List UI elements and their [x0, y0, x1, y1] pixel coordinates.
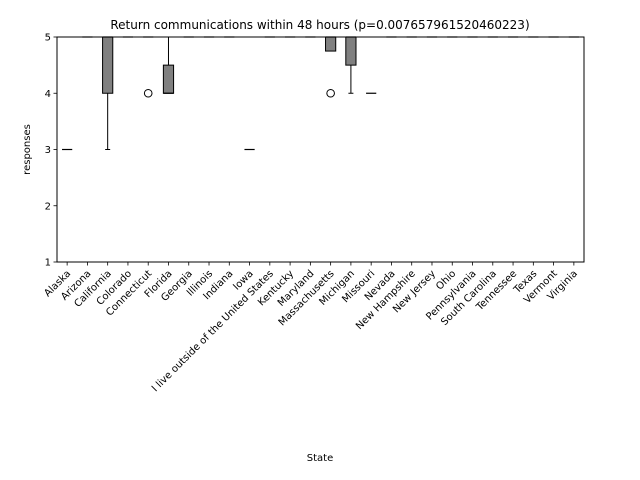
x-axis-label: State — [307, 453, 333, 464]
y-tick-label: 3 — [45, 145, 51, 156]
y-axis-label: responses — [22, 124, 33, 175]
outlier-point — [326, 88, 335, 98]
y-tick-label: 5 — [45, 33, 51, 44]
y-tick-label: 1 — [45, 258, 51, 269]
plot-area — [62, 36, 579, 151]
y-tick-label: 4 — [45, 89, 51, 100]
box-body — [162, 64, 175, 94]
box-body — [325, 36, 337, 52]
box-connecticut — [143, 36, 154, 98]
chart-title: Return communications within 48 hours (p… — [110, 18, 529, 32]
box-florida — [162, 36, 175, 94]
box-body — [102, 36, 114, 94]
y-axis-ticks: 1 2 3 4 5 — [45, 33, 57, 269]
box-massachusetts — [325, 36, 337, 98]
box-body — [345, 36, 357, 66]
x-axis-ticks: AlaskaArizonaCaliforniaColoradoConnectic… — [42, 262, 580, 394]
y-tick-label: 2 — [45, 201, 51, 212]
plot-frame — [56, 36, 585, 263]
box-michigan — [345, 36, 357, 94]
box-california — [102, 36, 114, 150]
outlier-point — [143, 88, 153, 98]
